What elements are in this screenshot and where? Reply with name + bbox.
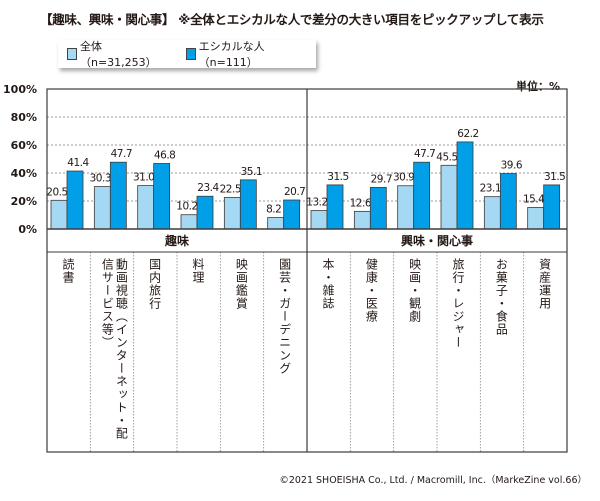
- category-label: 映画・観劇: [407, 258, 422, 323]
- category-label: 健康・医療: [364, 258, 379, 323]
- legend-label-ethical: エシカルな人（n=111）: [198, 40, 265, 69]
- data-label: 22.5: [220, 184, 241, 196]
- bar: [239, 179, 257, 230]
- data-label: 31.5: [544, 171, 565, 183]
- data-label: 46.8: [154, 149, 175, 161]
- bar: [283, 199, 301, 230]
- data-label: 30.9: [393, 172, 414, 184]
- category-label: 動画視聴（インターネット・配信サービス等）: [100, 258, 129, 440]
- data-label: 23.1: [480, 183, 501, 195]
- bar: [50, 199, 68, 230]
- bar: [353, 210, 371, 230]
- data-label: 10.2: [176, 201, 197, 213]
- y-tick-label: 80%: [11, 111, 37, 124]
- data-label: 35.1: [241, 166, 262, 178]
- bar: [267, 217, 285, 230]
- bar: [413, 161, 431, 230]
- bar: [397, 185, 415, 230]
- data-label: 15.4: [523, 193, 545, 205]
- data-label: 29.7: [371, 173, 392, 185]
- data-label: 39.6: [501, 160, 523, 172]
- data-label: 47.7: [414, 148, 435, 160]
- category-label: 映画鑑賞: [234, 258, 249, 310]
- data-label: 41.4: [67, 157, 89, 169]
- bar: [499, 173, 517, 230]
- bar: [369, 187, 387, 230]
- group-label: 趣味: [164, 233, 189, 248]
- bar: [109, 161, 127, 230]
- group-label: 興味・関心事: [401, 233, 473, 248]
- data-label: 20.7: [284, 186, 305, 198]
- category-label: 本・雑誌: [321, 258, 335, 310]
- bar: [153, 163, 171, 230]
- category-label: 料理: [191, 258, 205, 284]
- bar: [310, 210, 328, 230]
- y-tick-label: 20%: [11, 195, 37, 208]
- data-label: 31.5: [327, 171, 348, 183]
- category-label: 読書: [61, 258, 75, 284]
- bar: [223, 197, 241, 230]
- chart-title: 【趣味、興味・関心事】 ※全体とエシカルな人で差分の大きい項目をピックアップして…: [40, 12, 544, 27]
- legend-swatch-all: [67, 48, 77, 60]
- bar: [543, 184, 561, 230]
- legend-swatch-ethical: [185, 48, 196, 60]
- y-tick-label: 60%: [11, 139, 37, 152]
- data-label: 23.4: [197, 182, 219, 194]
- category-label: 旅行・レジャー: [451, 258, 465, 349]
- bar: [326, 184, 344, 230]
- bar: [527, 207, 545, 230]
- bar: [456, 141, 474, 230]
- bar: [137, 185, 155, 230]
- legend-label-all: 全体（n=31,253）: [79, 40, 157, 69]
- y-tick-label: 0%: [18, 223, 37, 236]
- data-label: 31.0: [133, 172, 154, 184]
- category-label: 園芸・ガーデニング: [277, 258, 292, 375]
- bar: [196, 195, 214, 230]
- category-label: お菓子・食品: [494, 258, 509, 336]
- legend: 全体（n=31,253） エシカルな人（n=111）: [58, 38, 316, 70]
- legend-item-ethical: エシカルな人（n=111）: [185, 38, 298, 70]
- bar: [483, 196, 501, 230]
- data-label: 30.3: [90, 173, 111, 185]
- data-label: 47.7: [111, 148, 132, 160]
- data-label: 45.5: [436, 151, 457, 163]
- bar: [180, 214, 198, 230]
- copyright: ©2021 SHOEISHA Co., Ltd. / Macromill, In…: [279, 475, 587, 486]
- y-tick-label: 40%: [11, 167, 37, 180]
- data-label: 20.5: [46, 186, 67, 198]
- data-label: 62.2: [457, 128, 478, 140]
- data-label: 12.6: [350, 197, 372, 209]
- bar: [66, 170, 84, 230]
- unit-label: 単位：%: [515, 80, 560, 93]
- data-label: 8.2: [266, 204, 281, 216]
- category-label: 国内旅行: [147, 258, 162, 310]
- data-label: 13.2: [306, 197, 327, 209]
- category-label: 資産運用: [537, 258, 552, 310]
- bar: [93, 186, 111, 230]
- legend-item-all: 全体（n=31,253）: [67, 38, 159, 70]
- bar: [440, 164, 458, 230]
- y-tick-label: 100%: [3, 83, 37, 96]
